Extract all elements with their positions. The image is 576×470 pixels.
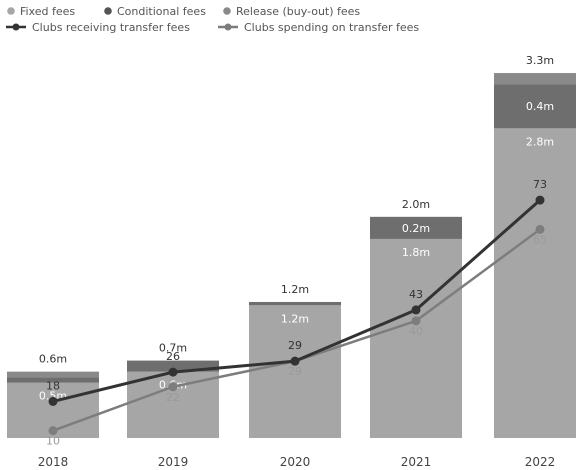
bar-release-buy-out-fees-2018 — [7, 371, 99, 378]
point-label-clubs-spending-on-transfer-fees-2020: 29 — [288, 365, 302, 378]
bar-conditional-fees-2021 — [370, 216, 462, 239]
bar-fixed-fees-2022 — [494, 128, 576, 438]
point-label-clubs-spending-on-transfer-fees-2022: 65 — [533, 233, 547, 246]
legend-label-clubs-receiving-transfer-fees: Clubs receiving transfer fees — [32, 21, 190, 34]
point-clubs-receiving-transfer-fees-2019 — [168, 367, 178, 377]
bar-total-label-2020: 1.2m — [281, 283, 309, 296]
point-clubs-receiving-transfer-fees-2021 — [411, 305, 421, 315]
bars: 0.5m0.6m0.6m0.7m1.2m1.2m1.8m0.2m2.0m2.8m… — [7, 54, 576, 438]
x-tick-label-2019: 2019 — [158, 455, 189, 469]
point-clubs-spending-on-transfer-fees-2022 — [535, 224, 545, 234]
bar-fixed-fees-2021 — [370, 238, 462, 438]
bar-total-label-2018: 0.6m — [39, 353, 67, 366]
bar-fixed-fees-2020 — [249, 305, 341, 438]
point-label-clubs-receiving-transfer-fees-2018: 18 — [46, 379, 60, 392]
x-tick-label-2020: 2020 — [280, 455, 311, 469]
bar-conditional-fees-2018 — [7, 377, 99, 383]
bar-total-label-2022: 3.3m — [526, 54, 554, 67]
bar-release-buy-out-fees-2022 — [494, 73, 576, 85]
bar-label-conditional-fees-2021: 0.2m — [402, 222, 430, 235]
bar-label-fixed-fees-2020: 1.2m — [281, 312, 309, 325]
bar-total-label-2021: 2.0m — [402, 198, 430, 211]
point-clubs-receiving-transfer-fees-2020 — [290, 356, 300, 366]
point-clubs-spending-on-transfer-fees-2021 — [411, 316, 421, 326]
legend-marker-release-buy-out-fees — [223, 7, 231, 15]
point-label-clubs-receiving-transfer-fees-2019: 26 — [166, 350, 180, 363]
bar-label-conditional-fees-2022: 0.4m — [526, 100, 554, 113]
legend-marker-clubs-receiving-transfer-fees — [12, 23, 20, 31]
x-tick-label-2022: 2022 — [525, 455, 556, 469]
point-clubs-spending-on-transfer-fees-2019 — [168, 382, 178, 392]
x-tick-label-2021: 2021 — [401, 455, 432, 469]
legend-label-fixed-fees: Fixed fees — [20, 5, 75, 18]
lines: 10 22 29 40 65 18 26 29 43 73 — [46, 178, 547, 448]
legend: Fixed fees Conditional fees Release (buy-o… — [6, 5, 419, 34]
bar-label-fixed-fees-2021: 1.8m — [402, 246, 430, 259]
legend-label-release-buy-out-fees: Release (buy-out) fees — [236, 5, 360, 18]
legend-label-clubs-spending-on-transfer-fees: Clubs spending on transfer fees — [244, 21, 419, 34]
legend-marker-fixed-fees — [7, 7, 15, 15]
point-clubs-spending-on-transfer-fees-2018 — [48, 426, 58, 436]
point-label-clubs-spending-on-transfer-fees-2021: 40 — [409, 325, 423, 338]
bar-label-fixed-fees-2022: 2.8m — [526, 135, 554, 148]
point-label-clubs-receiving-transfer-fees-2021: 43 — [409, 288, 423, 301]
legend-label-conditional-fees: Conditional fees — [117, 5, 206, 18]
x-tick-label-2018: 2018 — [38, 455, 69, 469]
legend-marker-conditional-fees — [104, 7, 112, 15]
bar-conditional-fees-2022 — [494, 84, 576, 129]
x-axis: 2018 2019 2020 2021 2022 — [38, 455, 556, 469]
point-label-clubs-spending-on-transfer-fees-2019: 22 — [166, 391, 180, 404]
point-label-clubs-receiving-transfer-fees-2022: 73 — [533, 178, 547, 191]
point-label-clubs-receiving-transfer-fees-2020: 29 — [288, 339, 302, 352]
point-label-clubs-spending-on-transfer-fees-2018: 10 — [46, 435, 60, 448]
bar-total-label-2019: 0.7m — [159, 342, 187, 355]
point-clubs-receiving-transfer-fees-2018 — [48, 396, 58, 406]
legend-marker-clubs-spending-on-transfer-fees — [224, 23, 232, 31]
bar-conditional-fees-2019 — [127, 360, 219, 372]
bar-conditional-fees-2020 — [249, 301, 341, 306]
point-clubs-receiving-transfer-fees-2022 — [535, 195, 545, 205]
